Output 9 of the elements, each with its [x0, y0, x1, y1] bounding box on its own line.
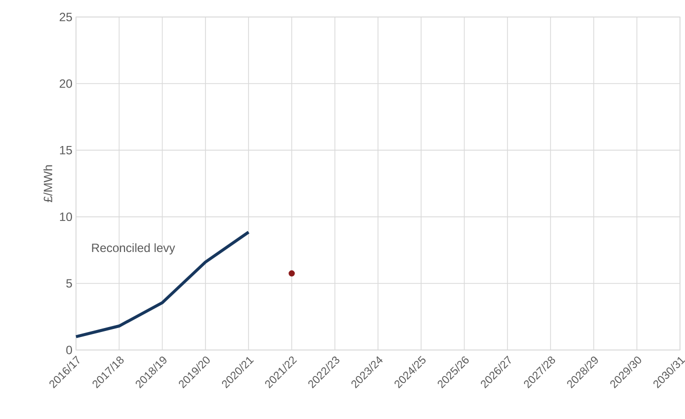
y-tick-label: 15	[60, 146, 72, 154]
line-series	[74, 230, 250, 338]
y-tick-label: 5	[66, 279, 72, 288]
y-axis-title: £/MWh	[43, 165, 52, 202]
y-tick-label: 10	[60, 212, 72, 222]
text: Reconciled levy	[92, 243, 176, 254]
y-tick-label: 25	[60, 12, 72, 22]
y-tick-label: 0	[66, 346, 72, 354]
y-tick-label: 20	[60, 79, 72, 88]
